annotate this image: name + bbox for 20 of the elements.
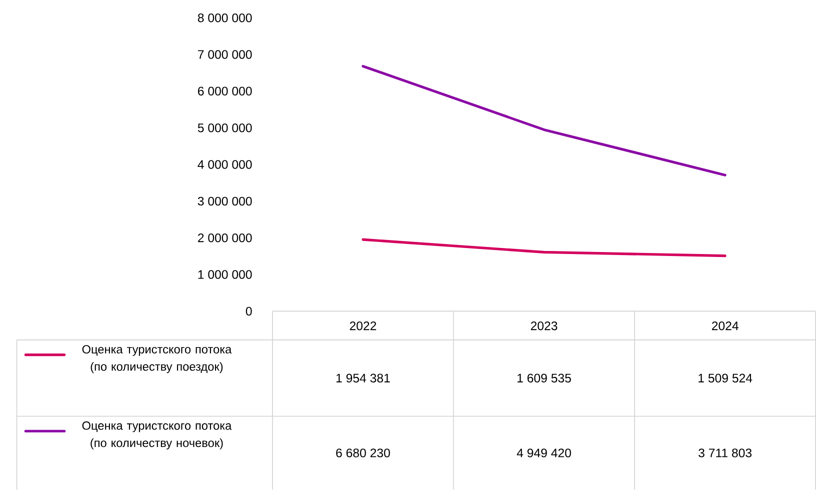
- y-tick-label: 6 000 000: [198, 86, 252, 96]
- x-tick-label: 2024: [712, 321, 738, 330]
- y-tick-label: 0: [246, 306, 252, 316]
- x-tick-label: 2022: [350, 321, 376, 330]
- y-tick-label: 1 000 000: [198, 270, 252, 279]
- y-tick-label: 7 000 000: [198, 50, 252, 59]
- data-label: 1 954 381: [336, 374, 390, 382]
- data-label: 3 711 803: [698, 448, 752, 458]
- y-tick-label: 8 000 000: [198, 13, 252, 22]
- data-label: 6 680 230: [336, 448, 390, 458]
- x-tick-label: 2023: [530, 321, 558, 330]
- data-label: 1 609 535: [518, 374, 571, 382]
- legend-label: Оценка туристского потока (по количеству ночевок): [82, 421, 232, 450]
- data-label: 1 509 524: [698, 374, 752, 382]
- y-tick-label: 2 000 000: [198, 233, 252, 242]
- data-label: 4 949 420: [516, 448, 571, 458]
- y-tick-label: 4 000 000: [198, 160, 252, 169]
- legend-label: Оценка туристского потока (по количеству поездок): [82, 345, 232, 374]
- y-tick-label: 3 000 000: [198, 196, 252, 206]
- y-tick-label: 5 000 000: [198, 123, 252, 132]
